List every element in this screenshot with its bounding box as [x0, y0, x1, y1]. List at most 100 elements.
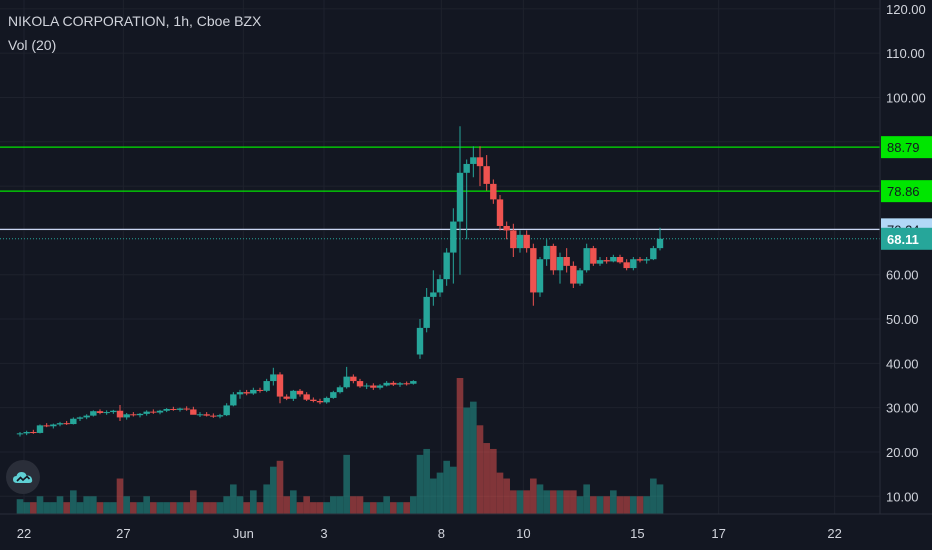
- candle-body[interactable]: [483, 166, 490, 184]
- candle-body[interactable]: [290, 390, 297, 399]
- candle-body[interactable]: [423, 296, 430, 328]
- candle-body[interactable]: [403, 383, 410, 385]
- candle-body[interactable]: [263, 381, 270, 391]
- candle-body[interactable]: [410, 381, 417, 384]
- candle-body[interactable]: [183, 408, 190, 410]
- candle-body[interactable]: [250, 389, 257, 394]
- candle-body[interactable]: [476, 157, 484, 167]
- candle-body[interactable]: [463, 163, 470, 173]
- candle-body[interactable]: [530, 248, 537, 293]
- candle-body[interactable]: [216, 415, 224, 417]
- candle-body[interactable]: [590, 248, 597, 264]
- candle-body[interactable]: [43, 425, 50, 427]
- candle-body[interactable]: [510, 230, 517, 249]
- candle-body[interactable]: [523, 234, 530, 249]
- candle-body[interactable]: [490, 183, 497, 200]
- candle-body[interactable]: [170, 408, 177, 410]
- candle-body[interactable]: [456, 172, 464, 222]
- candle-body[interactable]: [236, 392, 244, 395]
- candle-body[interactable]: [583, 248, 590, 271]
- candle-body[interactable]: [123, 414, 130, 418]
- candle-body[interactable]: [343, 376, 350, 388]
- candlesticks[interactable]: [16, 126, 664, 437]
- candle-body[interactable]: [56, 423, 64, 425]
- candle-body[interactable]: [623, 262, 630, 269]
- candle-body[interactable]: [143, 411, 150, 414]
- candle-body[interactable]: [596, 260, 604, 264]
- candle-body[interactable]: [656, 238, 664, 249]
- candle-body[interactable]: [50, 424, 57, 427]
- candle-body[interactable]: [243, 392, 250, 394]
- candle-body[interactable]: [223, 405, 230, 416]
- candle-body[interactable]: [156, 410, 164, 413]
- candle-body[interactable]: [470, 157, 477, 164]
- candle-body[interactable]: [270, 374, 277, 382]
- candle-body[interactable]: [76, 417, 84, 419]
- candle-body[interactable]: [276, 374, 284, 397]
- candle-body[interactable]: [436, 279, 444, 293]
- candle-body[interactable]: [23, 432, 30, 434]
- candle-body[interactable]: [336, 387, 344, 393]
- candle-body[interactable]: [416, 327, 424, 355]
- candle-body[interactable]: [36, 425, 44, 433]
- candle-body[interactable]: [323, 397, 330, 403]
- candle-body[interactable]: [563, 257, 570, 266]
- candle-body[interactable]: [496, 199, 504, 226]
- candle-body[interactable]: [303, 394, 310, 400]
- candle-body[interactable]: [196, 414, 204, 416]
- candle-body[interactable]: [90, 411, 97, 416]
- candle-body[interactable]: [376, 385, 384, 388]
- candle-body[interactable]: [370, 385, 377, 388]
- candle-body[interactable]: [576, 270, 584, 284]
- candle-body[interactable]: [603, 260, 610, 262]
- price-axis[interactable]: 10.00 20.00 30.00 40.00 50.00 60.00 100.00 110.…: [886, 2, 926, 504]
- candle-body[interactable]: [103, 412, 110, 414]
- candle-body[interactable]: [176, 408, 184, 410]
- candle-body[interactable]: [543, 245, 550, 260]
- candle-body[interactable]: [30, 432, 37, 434]
- candle-body[interactable]: [630, 259, 637, 269]
- candle-body[interactable]: [190, 409, 197, 415]
- candle-body[interactable]: [636, 259, 644, 261]
- candle-body[interactable]: [443, 252, 450, 280]
- candle-body[interactable]: [643, 259, 650, 261]
- candle-body[interactable]: [203, 414, 210, 416]
- candle-body[interactable]: [210, 415, 217, 417]
- candle-body[interactable]: [570, 265, 577, 284]
- candle-body[interactable]: [650, 248, 657, 260]
- candle-body[interactable]: [616, 257, 624, 263]
- candle-body[interactable]: [96, 411, 104, 413]
- candle-body[interactable]: [356, 381, 364, 387]
- candle-body[interactable]: [536, 259, 544, 293]
- candle-body[interactable]: [136, 413, 144, 416]
- candle-body[interactable]: [390, 382, 397, 385]
- candle-body[interactable]: [256, 389, 264, 391]
- candle-body[interactable]: [310, 399, 317, 402]
- candle-body[interactable]: [16, 433, 24, 435]
- candle-body[interactable]: [63, 423, 70, 425]
- candle-body[interactable]: [450, 221, 457, 253]
- candle-body[interactable]: [163, 408, 170, 411]
- price-level-lines[interactable]: [0, 146, 880, 240]
- candle-body[interactable]: [116, 410, 124, 418]
- candle-body[interactable]: [556, 257, 564, 271]
- candle-body[interactable]: [316, 401, 324, 403]
- candle-body[interactable]: [130, 414, 137, 416]
- candle-body[interactable]: [363, 385, 370, 387]
- candle-body[interactable]: [110, 410, 117, 413]
- candle-body[interactable]: [330, 392, 337, 398]
- volume-indicator-label[interactable]: Vol (20): [8, 37, 57, 53]
- candle-body[interactable]: [150, 411, 157, 413]
- candle-body[interactable]: [296, 390, 304, 395]
- candle-body[interactable]: [383, 382, 390, 386]
- candle-body[interactable]: [516, 234, 524, 249]
- candle-body[interactable]: [350, 376, 357, 382]
- time-axis[interactable]: 22 27 Jun 3 8 10 15 17 22: [17, 526, 842, 541]
- candle-body[interactable]: [430, 292, 437, 297]
- candle-body[interactable]: [550, 245, 557, 271]
- candle-body[interactable]: [83, 415, 90, 418]
- tradingview-logo[interactable]: [6, 460, 40, 494]
- candle-body[interactable]: [283, 396, 290, 399]
- candle-body[interactable]: [396, 383, 404, 385]
